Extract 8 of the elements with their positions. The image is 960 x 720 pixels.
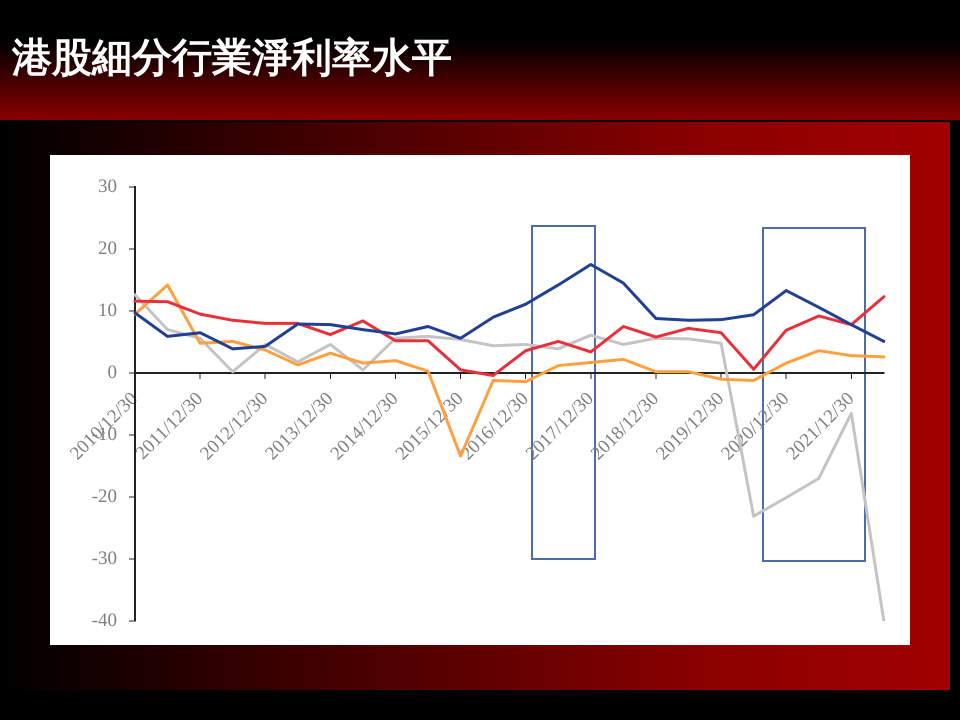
chart-title: 港股細分行業淨利率水平 <box>12 34 452 83</box>
y-tick-label: -20 <box>92 486 117 507</box>
y-tick-label: -30 <box>92 548 117 569</box>
y-tick-label: -40 <box>92 610 117 631</box>
y-tick-label: 30 <box>98 176 117 197</box>
y-tick-label: 0 <box>108 362 117 383</box>
y-tick-label: 20 <box>98 238 117 259</box>
y-tick-label: 10 <box>98 300 117 321</box>
